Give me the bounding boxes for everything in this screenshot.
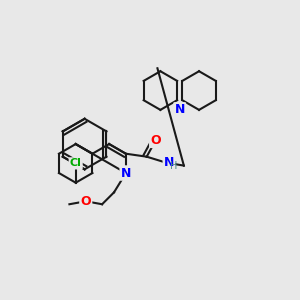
- Text: O: O: [80, 195, 91, 208]
- Text: H: H: [170, 160, 177, 171]
- Text: N: N: [121, 167, 131, 179]
- Text: O: O: [150, 134, 161, 147]
- Text: N: N: [175, 103, 185, 116]
- Text: Cl: Cl: [70, 158, 82, 168]
- Text: N: N: [164, 156, 174, 169]
